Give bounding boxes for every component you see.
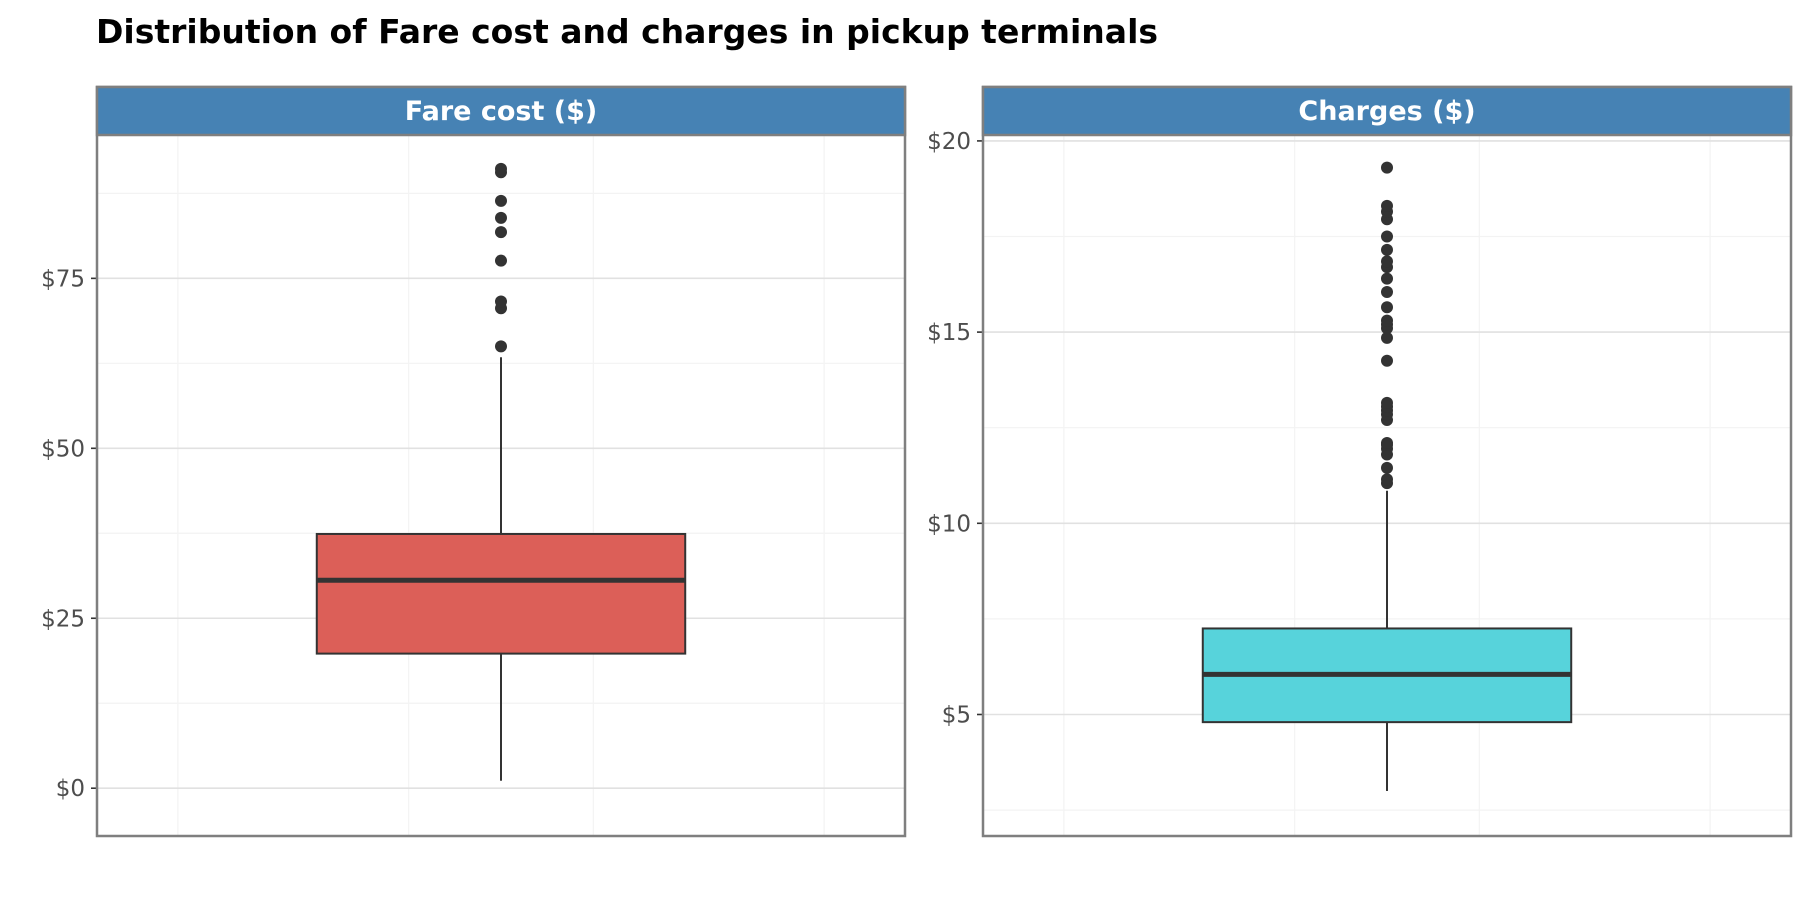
y-tick-label: $0 — [56, 776, 85, 802]
y-tick-label: $5 — [942, 702, 971, 728]
outlier-point — [1381, 161, 1393, 174]
facet-panels: $0 $25 $50 $75 Fare cost ($) $5 $10 $15 $20 Charg… — [41, 85, 1793, 838]
outlier-point — [1381, 331, 1393, 344]
outlier-point — [1381, 354, 1393, 367]
y-tick-label: $15 — [927, 320, 971, 346]
facet-strip — [95, 85, 907, 137]
outlier-point — [1381, 272, 1393, 285]
chart-title: Distribution of Fare cost and charges in… — [96, 12, 1158, 51]
outlier-point — [1381, 285, 1393, 298]
outlier-point — [1381, 436, 1393, 449]
outlier-point — [1381, 473, 1393, 486]
facet-strip-label: Fare cost ($) — [405, 96, 598, 127]
y-tick-label: $25 — [41, 606, 85, 632]
outlier-point — [495, 340, 507, 353]
box-iqr — [315, 532, 687, 655]
outlier-point — [1381, 230, 1393, 243]
outlier-point — [1381, 314, 1393, 327]
panel-1: $0 $25 $50 $75 Fare cost ($) — [41, 85, 907, 838]
outlier-point — [495, 194, 507, 207]
panel-2: $5 $10 $15 $20 Charges ($) — [927, 85, 1793, 838]
outlier-point — [495, 211, 507, 224]
outlier-point — [495, 162, 507, 175]
outlier-point — [495, 254, 507, 267]
facet-strip — [981, 85, 1793, 137]
outlier-point — [1381, 461, 1393, 474]
facet-strip-label: Charges ($) — [1298, 96, 1475, 127]
y-tick-label: $75 — [41, 266, 85, 292]
y-tick-label: $50 — [41, 436, 85, 462]
outlier-point — [1381, 243, 1393, 256]
outlier-point — [1381, 396, 1393, 409]
outlier-point — [1381, 199, 1393, 212]
outlier-point — [495, 226, 507, 239]
outlier-point — [495, 295, 507, 308]
outlier-point — [1381, 301, 1393, 314]
outlier-point — [1381, 255, 1393, 268]
y-tick-label: $10 — [927, 511, 971, 537]
y-tick-label: $20 — [927, 129, 971, 155]
